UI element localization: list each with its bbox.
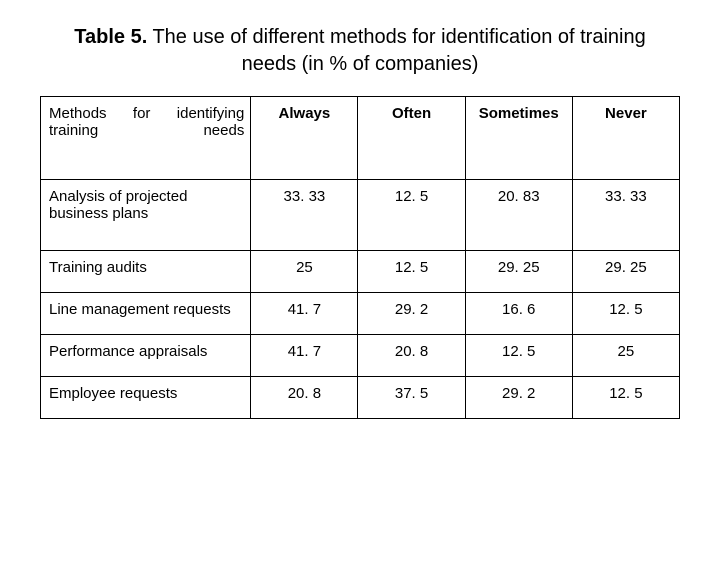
table-cell: 33. 33: [251, 180, 358, 251]
row-label: Line management requests: [41, 293, 251, 335]
table-cell: 20. 83: [465, 180, 572, 251]
row-label: Performance appraisals: [41, 335, 251, 377]
col-header: Often: [358, 97, 465, 180]
table-row: Training audits 25 12. 5 29. 25 29. 25: [41, 251, 680, 293]
table-row: Employee requests 20. 8 37. 5 29. 2 12. …: [41, 377, 680, 419]
table-caption-label: Table 5.: [74, 26, 147, 48]
row-label: Employee requests: [41, 377, 251, 419]
table-cell: 16. 6: [465, 293, 572, 335]
table-caption-text: The use of different methods for identif…: [147, 26, 645, 75]
col-header: Never: [572, 97, 679, 180]
table-cell: 25: [251, 251, 358, 293]
col-header: Sometimes: [465, 97, 572, 180]
row-label: Analysis of projected business plans: [41, 180, 251, 251]
table-row: Analysis of projected business plans 33.…: [41, 180, 680, 251]
table-cell: 12. 5: [572, 293, 679, 335]
col-header: Always: [251, 97, 358, 180]
table-cell: 29. 25: [465, 251, 572, 293]
table-caption: Table 5. The use of different methods fo…: [50, 24, 670, 78]
table-row: Line management requests 41. 7 29. 2 16.…: [41, 293, 680, 335]
table-cell: 29. 25: [572, 251, 679, 293]
table-cell: 12. 5: [465, 335, 572, 377]
table-cell: 41. 7: [251, 293, 358, 335]
table-cell: 20. 8: [358, 335, 465, 377]
table-cell: 20. 8: [251, 377, 358, 419]
table-cell: 41. 7: [251, 335, 358, 377]
table-row: Performance appraisals 41. 7 20. 8 12. 5…: [41, 335, 680, 377]
table-cell: 33. 33: [572, 180, 679, 251]
row-label: Training audits: [41, 251, 251, 293]
table-cell: 25: [572, 335, 679, 377]
table-cell: 37. 5: [358, 377, 465, 419]
row-header-title: Methods for identifying training needs: [41, 97, 251, 180]
table-cell: 12. 5: [572, 377, 679, 419]
table-header-row: Methods for identifying training needs A…: [41, 97, 680, 180]
table-cell: 29. 2: [465, 377, 572, 419]
methods-table: Methods for identifying training needs A…: [40, 96, 680, 419]
table-cell: 29. 2: [358, 293, 465, 335]
table-cell: 12. 5: [358, 251, 465, 293]
table-cell: 12. 5: [358, 180, 465, 251]
